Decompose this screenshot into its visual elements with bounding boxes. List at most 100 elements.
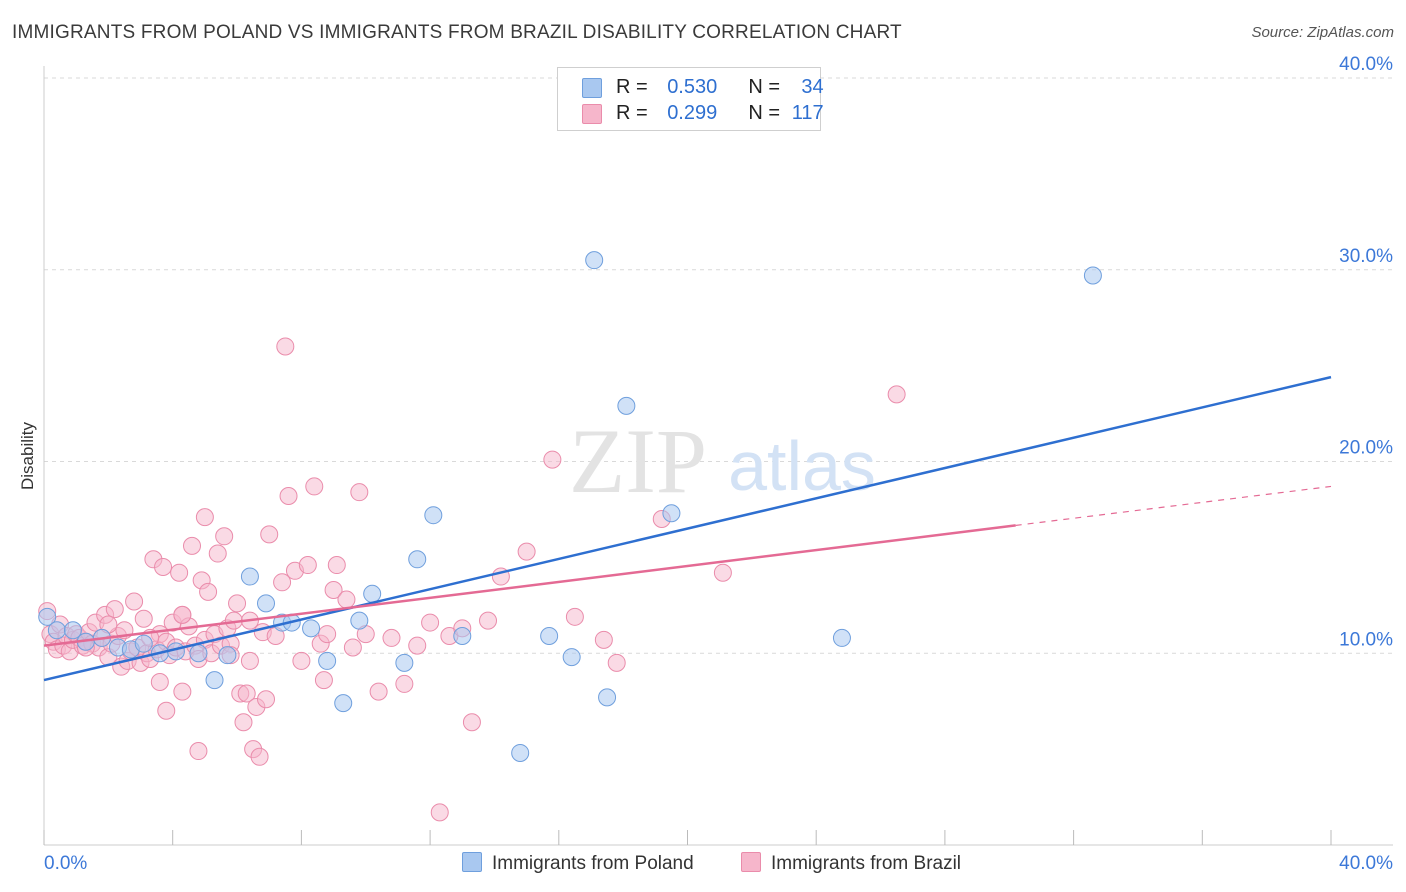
brazil-point (189, 742, 208, 761)
brazil-point (318, 625, 337, 644)
brazil-trend-extension (1015, 485, 1332, 527)
poland-point (511, 743, 530, 762)
legend-item-brazil[interactable]: Immigrants from Brazil (741, 852, 961, 875)
watermark-atlas: atlas (728, 427, 876, 505)
brazil-point (395, 674, 414, 693)
poland-point (257, 594, 276, 613)
axis-layer: 10.0% 20.0% 30.0% 40.0% (43, 54, 1393, 846)
brazil-point (517, 542, 536, 561)
poland-swatch (582, 78, 602, 98)
brazil-point (382, 628, 401, 647)
y-tick-label: 30.0% (1339, 246, 1393, 267)
watermark-zip: ZIP (569, 410, 707, 512)
brazil-point (887, 385, 906, 404)
y-tick-label: 40.0% (1339, 54, 1393, 75)
x-tick-label-min: 0.0% (44, 853, 87, 874)
brazil-point (273, 573, 292, 592)
y-axis-title: Disability (18, 421, 37, 490)
brazil-point (462, 713, 481, 732)
poland-point (218, 646, 237, 665)
brazil-point (607, 653, 626, 672)
brazil-point (257, 690, 276, 709)
poland-point (662, 504, 681, 523)
brazil-point (343, 638, 362, 657)
poland-point (585, 251, 604, 270)
poland-point (617, 396, 636, 415)
poland-point (47, 621, 66, 640)
brazil-n-label: N = (748, 102, 781, 124)
brazil-point (337, 590, 356, 609)
brazil-trend-line (43, 524, 1016, 647)
poland-point (395, 653, 414, 672)
brazil-point (173, 605, 192, 624)
brazil-point (543, 450, 562, 469)
poland-point (134, 634, 153, 653)
poland-point (318, 651, 337, 670)
brazil-point (240, 651, 259, 670)
legend-item-poland[interactable]: Immigrants from Poland (462, 852, 694, 875)
brazil-n-value: 117 (791, 102, 824, 124)
brazil-point (134, 609, 153, 628)
brazil-swatch (582, 104, 602, 124)
poland-n-value: 34 (801, 76, 824, 98)
brazil-point (408, 636, 427, 655)
poland-point (63, 621, 82, 640)
poland-point (240, 567, 259, 586)
brazil-point (594, 630, 613, 649)
brazil-point (237, 684, 256, 703)
brazil-legend-label: Immigrants from Brazil (771, 853, 962, 874)
brazil-point (234, 713, 253, 732)
brazil-point (479, 611, 498, 630)
poland-trend-line (43, 375, 1332, 682)
brazil-point (565, 607, 584, 626)
y-tick-label: 20.0% (1339, 438, 1393, 459)
poland-point (363, 584, 382, 603)
brazil-point (150, 673, 169, 692)
brazil-point (314, 671, 333, 690)
poland-point (38, 607, 57, 626)
brazil-point (713, 563, 732, 582)
brazil-point (105, 600, 124, 619)
brazil-legend-swatch (741, 852, 761, 872)
poland-legend-label: Immigrants from Poland (492, 853, 694, 874)
poland-points (38, 251, 1102, 762)
brazil-point (228, 594, 247, 613)
trend-layer (43, 375, 1332, 682)
poland-point (424, 506, 443, 525)
brazil-point (183, 536, 202, 555)
correlation-legend: R = 0.530 N = 34 R = 0.299 N = 117 (557, 67, 824, 131)
brazil-point (327, 556, 346, 575)
poland-r-label: R = (616, 76, 648, 98)
brazil-r-label: R = (616, 102, 648, 124)
x-tick-label-max: 40.0% (1339, 853, 1393, 874)
brazil-point (250, 747, 269, 766)
poland-point (832, 628, 851, 647)
brazil-point (170, 563, 189, 582)
brazil-point (292, 651, 311, 670)
poland-r-value: 0.530 (667, 76, 718, 98)
poland-n-label: N = (748, 76, 781, 98)
poland-point (408, 550, 427, 569)
poland-point (302, 619, 321, 638)
brazil-point (430, 803, 449, 822)
y-tick-label: 10.0% (1339, 629, 1393, 650)
poland-point (189, 644, 208, 663)
brazil-point (208, 544, 227, 563)
poland-point (540, 626, 559, 645)
poland-point (205, 671, 224, 690)
chart-title: IMMIGRANTS FROM POLAND VS IMMIGRANTS FRO… (12, 22, 902, 43)
brazil-point (350, 483, 369, 502)
brazil-point (154, 557, 173, 576)
brazil-point (305, 477, 324, 496)
brazil-point (324, 580, 343, 599)
brazil-point (260, 525, 279, 544)
poland-point (453, 626, 472, 645)
brazil-point (298, 556, 317, 575)
source-label: Source: ZipAtlas.com (1251, 24, 1394, 41)
brazil-point (195, 508, 214, 527)
brazil-point (157, 701, 176, 720)
brazil-point (199, 582, 218, 601)
brazil-point (421, 613, 440, 632)
poland-point (598, 688, 617, 707)
